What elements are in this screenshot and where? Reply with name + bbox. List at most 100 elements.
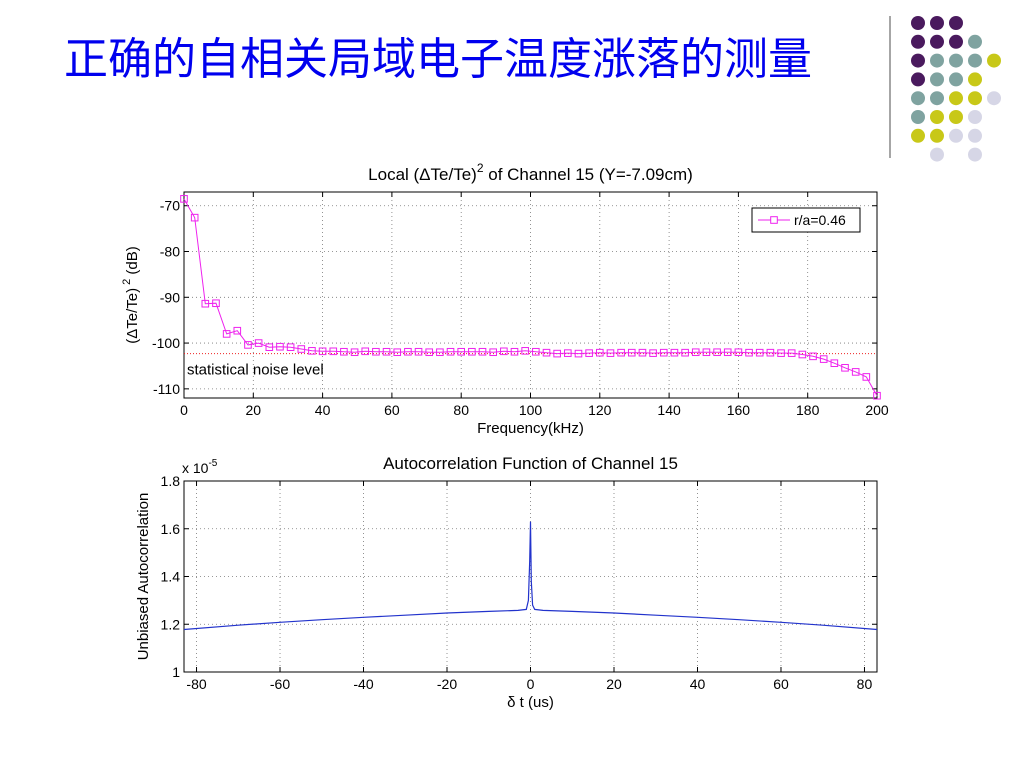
data-point-marker — [265, 343, 274, 351]
y-axis-label: (ΔTe/Te) 2 (dB) — [121, 246, 141, 344]
data-point-marker — [286, 343, 295, 351]
data-point-marker — [382, 347, 391, 356]
x-tick-label: 20 — [606, 676, 622, 692]
x-tick-label: 60 — [773, 676, 789, 692]
data-point-marker — [841, 363, 849, 372]
x-tick-label: 40 — [315, 402, 331, 418]
data-point-marker — [372, 347, 380, 356]
data-point-marker — [254, 339, 263, 347]
legend-entry: r/a=0.46 — [794, 212, 846, 228]
data-point-marker — [777, 349, 785, 357]
data-point-marker — [542, 348, 551, 357]
data-point-marker — [830, 359, 839, 368]
dot — [949, 110, 963, 124]
data-point-marker — [617, 348, 625, 357]
data-point-marker — [691, 348, 700, 357]
dot — [930, 110, 944, 124]
dot — [911, 72, 925, 87]
data-point-marker — [809, 352, 817, 361]
data-point-marker — [606, 349, 615, 357]
autocorrelation-chart: -80 -60 -40 -20 0 20 40 60 80 1 1.2 1.4 1.6 1.8 Autoco… — [135, 454, 878, 711]
x-tick-label: 120 — [588, 402, 612, 418]
data-point-marker — [521, 347, 529, 355]
dot — [968, 34, 982, 49]
dot — [968, 91, 982, 106]
data-point-marker — [457, 347, 465, 356]
dot — [968, 128, 982, 143]
data-point-marker — [734, 348, 743, 357]
data-point-marker — [819, 355, 828, 363]
data-point-marker — [446, 347, 455, 356]
data-point-marker — [659, 348, 668, 357]
data-point-marker — [755, 348, 764, 357]
dot — [930, 128, 944, 143]
y-tick-label: 1.8 — [161, 473, 181, 489]
x-tick-label: 40 — [690, 676, 706, 692]
data-point-marker — [244, 341, 252, 349]
y-scale-factor: x 10-5 — [182, 458, 218, 476]
data-point-marker — [318, 347, 327, 356]
data-point-marker — [510, 347, 519, 356]
y-tick-label: -100 — [152, 335, 180, 351]
data-point-marker — [745, 348, 753, 357]
dot — [930, 72, 944, 87]
dot — [911, 53, 925, 68]
x-tick-label: 80 — [857, 676, 873, 692]
dot — [968, 110, 982, 124]
data-point-marker — [702, 348, 711, 357]
dot — [949, 16, 963, 30]
x-axis-label: δ t (us) — [507, 694, 554, 711]
data-point-marker — [201, 299, 210, 308]
data-point-marker — [414, 347, 423, 356]
data-point-marker — [436, 348, 444, 357]
x-tick-label: -60 — [270, 676, 290, 692]
dot — [911, 16, 925, 30]
dot — [930, 34, 944, 49]
dot — [930, 147, 944, 162]
dot — [968, 72, 982, 87]
data-point-marker — [638, 348, 647, 357]
data-point-marker — [553, 349, 561, 358]
data-point-marker — [393, 348, 402, 357]
dot — [949, 34, 963, 49]
data-point-marker — [670, 348, 679, 357]
data-point-marker — [851, 368, 860, 376]
x-tick-label: 0 — [527, 676, 535, 692]
data-point-marker — [766, 348, 775, 357]
x-tick-label: 200 — [865, 402, 889, 418]
data-point-marker — [596, 348, 604, 357]
data-point-marker — [585, 349, 593, 357]
data-point-marker — [500, 347, 508, 356]
dot — [949, 128, 963, 143]
data-point-marker — [308, 347, 316, 355]
data-point-marker — [212, 299, 220, 308]
noise-level-annotation: statistical noise level — [187, 362, 324, 379]
data-point-marker — [468, 347, 476, 356]
x-tick-label: 180 — [796, 402, 820, 418]
y-tick-label: 1.6 — [161, 521, 181, 537]
data-point-marker — [233, 326, 242, 335]
autocorrelation-series-line — [183, 521, 878, 631]
data-point-marker — [798, 350, 807, 359]
data-point-marker — [723, 348, 732, 357]
data-point-marker — [340, 347, 348, 356]
dot — [911, 128, 925, 143]
data-point-marker — [489, 348, 497, 357]
dot — [930, 16, 944, 30]
dot — [987, 53, 1001, 68]
data-point-marker — [180, 195, 188, 203]
legend-box — [751, 207, 861, 233]
data-point-marker — [329, 347, 338, 356]
y-tick-label: -70 — [160, 198, 180, 214]
data-point-marker — [627, 348, 636, 357]
data-point-marker — [190, 213, 199, 222]
data-point-marker — [681, 348, 689, 357]
data-point-marker — [649, 349, 657, 357]
data-point-marker — [361, 347, 370, 356]
dot — [930, 53, 944, 68]
dot — [987, 91, 1001, 106]
y-tick-label: 1.2 — [161, 616, 181, 632]
data-point-marker — [862, 373, 871, 381]
data-point-marker — [404, 347, 412, 356]
